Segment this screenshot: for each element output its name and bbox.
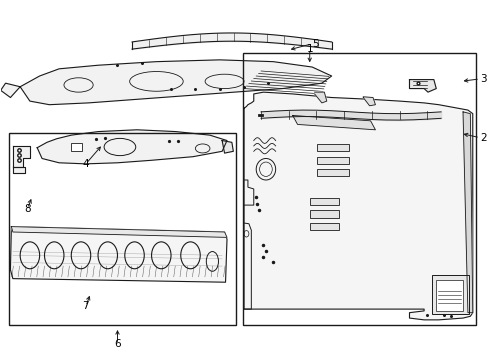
Polygon shape [37,130,226,164]
Polygon shape [10,226,226,282]
Bar [435,280,462,311]
Text: 3: 3 [479,74,486,84]
Polygon shape [462,112,472,313]
Bar [309,198,338,205]
Polygon shape [13,167,25,173]
Polygon shape [20,60,331,105]
Polygon shape [244,92,472,320]
Text: 1: 1 [306,44,312,54]
Bar [309,223,338,230]
Text: 7: 7 [82,301,89,311]
Text: 4: 4 [82,159,89,169]
Bar [242,53,475,325]
Polygon shape [0,83,20,98]
Polygon shape [11,226,226,237]
Bar [309,211,338,218]
Polygon shape [408,80,435,92]
Text: 6: 6 [114,339,121,349]
Polygon shape [222,140,233,153]
Bar [316,144,348,151]
Polygon shape [314,92,326,103]
Bar [316,169,348,176]
Bar [71,143,82,151]
Polygon shape [13,146,30,167]
Text: 5: 5 [311,39,318,49]
Bar [431,275,468,315]
Text: 8: 8 [24,204,31,214]
Polygon shape [292,116,375,130]
Text: 2: 2 [479,133,486,143]
Bar [9,134,235,325]
Bar [316,157,348,164]
Polygon shape [363,97,375,106]
